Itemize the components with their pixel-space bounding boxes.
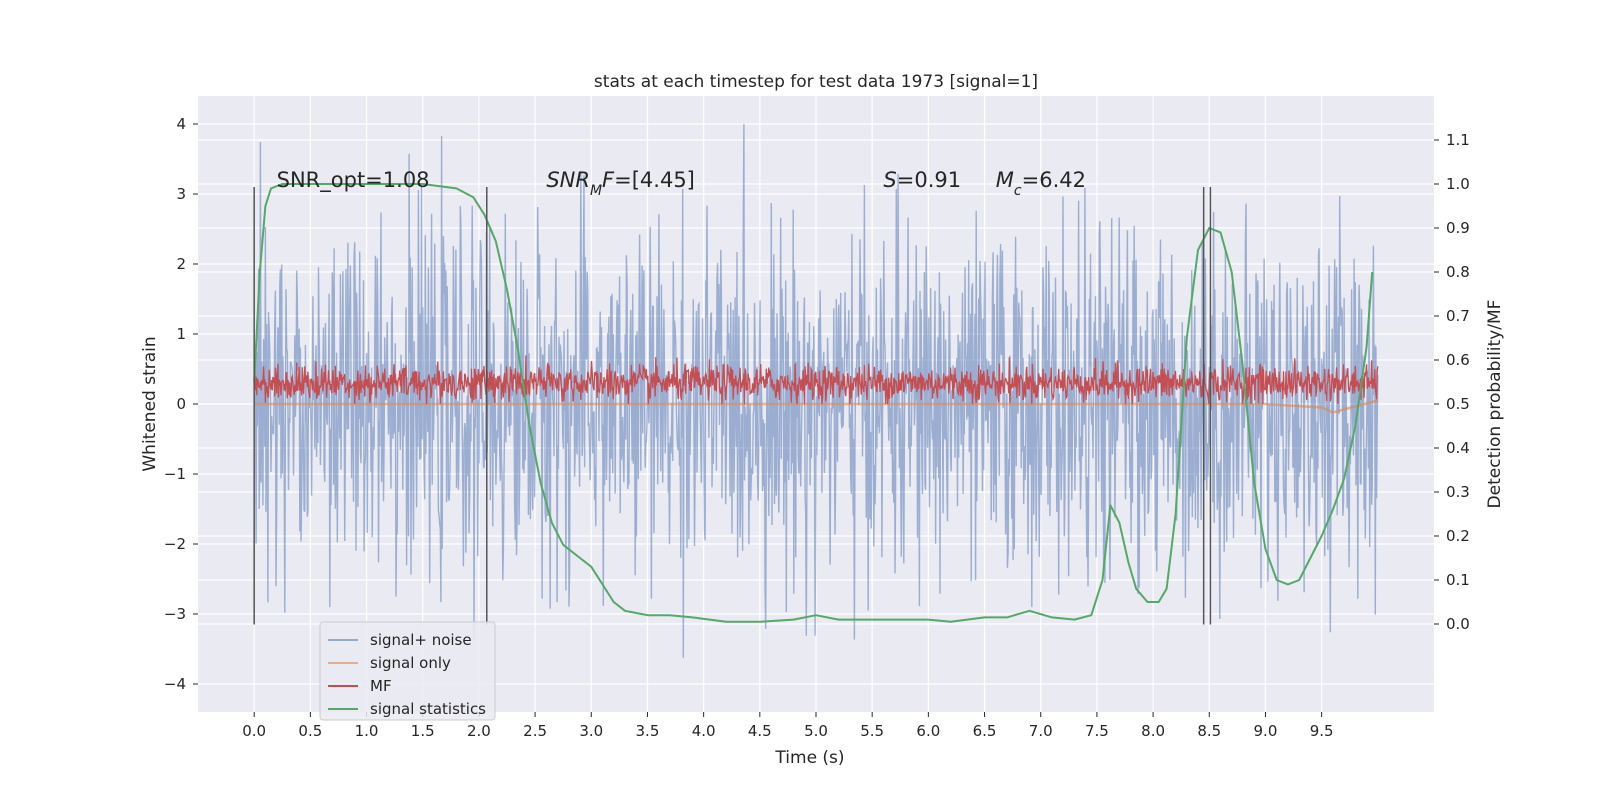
y-right-tick-label: 0.1 [1446, 571, 1470, 589]
legend-label-signal-statistics: signal statistics [370, 700, 486, 718]
y-tick-label: 0 [176, 395, 186, 413]
x-tick-label: 3.5 [636, 722, 660, 740]
y-tick-label: −2 [164, 535, 186, 553]
annotation-text: Mc=6.42 [996, 168, 1086, 199]
annotations: SNR_opt=1.08 SNRMF=[4.45] S=0.91 Mc=6.42 [277, 168, 1086, 199]
y-right-tick-label: 0.3 [1446, 483, 1470, 501]
series-signal-statistics-line [253, 183, 1374, 623]
annotation-text: SNRMF=[4.45] [546, 168, 695, 199]
y-tick-label: −3 [164, 605, 186, 623]
legend-label-mf: MF [370, 677, 392, 695]
x-tick-label: 3.0 [579, 722, 603, 740]
y-right-tick-labels: 1.1 1.0 0.9 0.8 0.7 0.6 0.5 0.4 0.3 0.2 0.1 0.0 [1434, 131, 1470, 633]
legend-box [319, 621, 496, 721]
y-right-tick-label: 0.8 [1446, 263, 1470, 281]
y-right-tick-label: 0.7 [1446, 307, 1470, 325]
x-tick-label: 7.5 [1085, 722, 1109, 740]
y-right-tick-label: 0.0 [1446, 615, 1470, 633]
x-tick-label: 7.0 [1029, 722, 1053, 740]
x-tick-label: 8.5 [1197, 722, 1221, 740]
y-tick-label: 4 [176, 115, 186, 133]
annotation-text: SNR_opt=1.08 [277, 168, 430, 193]
x-tick-label: 0.5 [298, 722, 322, 740]
y-right-tick-label: 0.9 [1446, 219, 1470, 237]
y-axis-label: Whitened strain [140, 336, 160, 471]
x-tick-label: 2.5 [523, 722, 547, 740]
x-tick-label: 4.5 [748, 722, 772, 740]
y-right-tick-label: 0.4 [1446, 439, 1470, 457]
annotation-text: S=0.91 [883, 168, 961, 192]
x-tick-label: 0.0 [242, 722, 266, 740]
x-tick-label: 6.5 [973, 722, 997, 740]
x-tick-label: 9.5 [1310, 722, 1334, 740]
vertical-markers [253, 187, 1212, 625]
x-tick-label: 1.5 [411, 722, 435, 740]
x-tick-label: 1.0 [355, 722, 379, 740]
y-right-tick-label: 0.6 [1446, 351, 1470, 369]
y-tick-label: 3 [176, 185, 186, 203]
series-layer [253, 123, 1379, 658]
y-right-tick-label: 1.0 [1446, 175, 1470, 193]
series-mf-line [253, 355, 1379, 405]
y-tick-label: −1 [164, 465, 186, 483]
chart-title: stats at each timestep for test data 197… [594, 72, 1038, 92]
y-right-tick-label: 0.5 [1446, 395, 1470, 413]
x-tick-label: 2.0 [467, 722, 491, 740]
y-right-axis-label: Detection probability/MF [1485, 300, 1505, 509]
x-tick-label: 5.0 [804, 722, 828, 740]
y-tick-label: 2 [176, 255, 186, 273]
x-axis-label: Time (s) [774, 748, 844, 768]
legend: signal+ noise signal only MF signal stat… [319, 621, 496, 721]
series-signal-noise-line [253, 123, 1379, 658]
x-tick-label: 9.0 [1254, 722, 1278, 740]
y-tick-labels: 4 3 2 1 0 −1 −2 −3 −4 [164, 115, 198, 693]
x-tick-labels: 0.0 0.5 1.0 1.5 2.0 2.5 3.0 3.5 4.0 4.5 5.0 5.5 6.0 6… [242, 712, 1334, 740]
legend-label-signal-only: signal only [370, 654, 451, 672]
legend-label-signal-noise: signal+ noise [370, 631, 472, 649]
x-tick-label: 5.5 [860, 722, 884, 740]
series-signal-only-line [254, 399, 1379, 414]
x-tick-label: 8.0 [1141, 722, 1165, 740]
x-tick-label: 4.0 [692, 722, 716, 740]
x-tick-label: 6.0 [916, 722, 940, 740]
y-right-tick-label: 0.2 [1446, 527, 1470, 545]
y-tick-label: 1 [176, 325, 186, 343]
y-tick-label: −4 [164, 675, 186, 693]
y-right-tick-label: 1.1 [1446, 131, 1470, 149]
